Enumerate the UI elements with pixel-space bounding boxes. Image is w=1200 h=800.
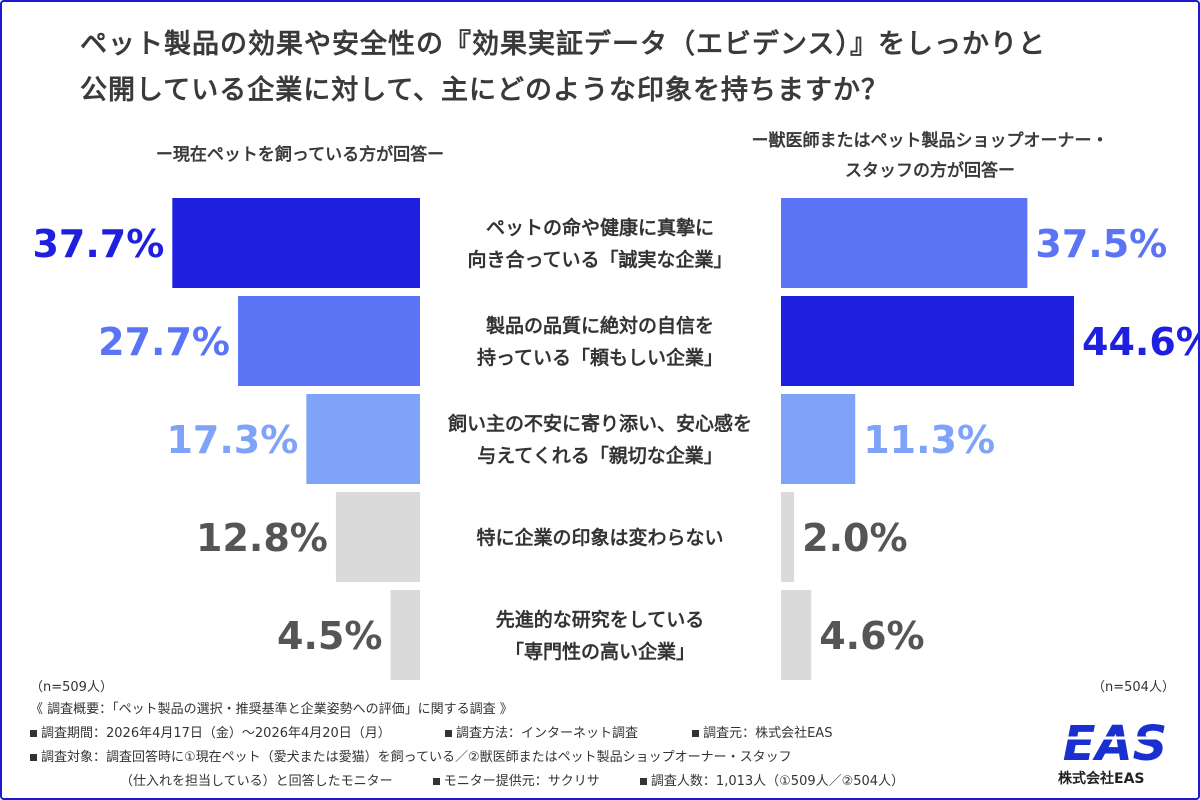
bullet-icon	[30, 730, 37, 737]
bullet-icon	[432, 778, 440, 785]
category-label: 製品の品質に絶対の自信を	[485, 314, 714, 337]
left-bar	[306, 394, 420, 484]
bullet-icon	[444, 730, 452, 737]
survey-method: 調査方法：インターネット調査	[455, 726, 638, 741]
group-right-label-line-1: ー獣医師またはペット製品ショップオーナー・	[751, 131, 1109, 151]
left-value-label: 37.7%	[32, 222, 164, 266]
n-right: （n=504人）	[1092, 680, 1175, 695]
right-bar	[781, 296, 1075, 386]
left-bar	[335, 492, 420, 582]
survey-row-1: 調査期間：2026年4月17日（金）〜2026年4月20日（月） 調査方法：イン…	[30, 722, 882, 741]
survey-period: 調査期間：2026年4月17日（金）〜2026年4月20日（月）	[41, 726, 391, 741]
chart-title: ペット製品の効果や安全性の『効果実証データ（エビデンス）』をしっかりと 公開して…	[80, 22, 1140, 114]
category-label: 飼い主の不安に寄り添い、安心感を	[447, 412, 752, 435]
right-bar	[781, 492, 795, 582]
category-label: ペットの命や健康に真摯に	[486, 216, 714, 239]
left-bar	[172, 198, 420, 288]
category-label: 与えてくれる「親切な企業」	[477, 444, 722, 467]
right-value-label: 2.0%	[802, 516, 907, 560]
right-value-label: 44.6%	[1082, 320, 1200, 364]
category-label: 特に企業の印象は変わらない	[476, 526, 723, 549]
survey-source: 調査元：株式会社EAS	[703, 726, 833, 741]
category-label: 向き合っている「誠実な企業」	[467, 248, 732, 271]
eas-logo-icon: EAS	[1058, 716, 1172, 772]
bullet-icon	[692, 730, 700, 737]
right-bar	[781, 394, 856, 484]
category-label: 「専門性の高い企業」	[505, 640, 695, 663]
bullet-icon	[30, 754, 37, 761]
group-right-label: ー獣医師またはペット製品ショップオーナー・ スタッフの方が回答ー	[700, 126, 1160, 186]
left-bar	[390, 590, 420, 680]
right-value-label: 11.3%	[863, 418, 995, 462]
right-value-label: 4.6%	[819, 614, 924, 658]
survey-provider: モニター提供元：サクリサ	[443, 774, 600, 789]
logo-text: 株式会社EAS	[1058, 771, 1145, 787]
left-bar	[238, 296, 420, 386]
category-label: 先進的な研究をしている	[496, 608, 704, 631]
group-left-label: ー現在ペットを飼っている方が回答ー	[155, 145, 445, 165]
left-value-label: 27.7%	[98, 320, 230, 364]
survey-count: 調査人数：1,013人（①509人／②504人）	[650, 774, 905, 789]
group-right-label-line-2: スタッフの方が回答ー	[845, 161, 1015, 181]
n-left: （n=509人）	[30, 680, 113, 695]
right-bar	[781, 590, 812, 680]
category-label: 持っている「頼もしい企業」	[477, 346, 723, 369]
title-line-2: 公開している企業に対して、主にどのような印象を持ちますか？	[80, 75, 890, 106]
survey-target: 調査対象：調査回答時に①現在ペット（愛犬または愛猫）を飼っている／②獣医師または…	[41, 750, 792, 765]
right-value-label: 37.5%	[1035, 222, 1167, 266]
survey-overview: 《 調査概要：「ペット製品の選択・推奨基準と企業姿勢への評価」に関する調査 》	[30, 702, 513, 717]
bullet-icon	[639, 778, 647, 785]
survey-row-2: 調査対象：調査回答時に①現在ペット（愛犬または愛猫）を飼っている／②獣医師または…	[30, 746, 792, 765]
left-value-label: 17.3%	[166, 418, 298, 462]
right-bar	[781, 198, 1028, 288]
survey-row-3: （仕入れを担当している）と回答したモニター モニター提供元：サクリサ 調査人数：…	[120, 770, 904, 789]
logo-mark: EAS	[1063, 716, 1168, 772]
survey-target-2: （仕入れを担当している）と回答したモニター	[120, 774, 393, 789]
title-line-1: ペット製品の効果や安全性の『効果実証データ（エビデンス）』をしっかりと	[80, 29, 1046, 60]
left-value-label: 4.5%	[277, 614, 382, 658]
left-value-label: 12.8%	[196, 516, 328, 560]
